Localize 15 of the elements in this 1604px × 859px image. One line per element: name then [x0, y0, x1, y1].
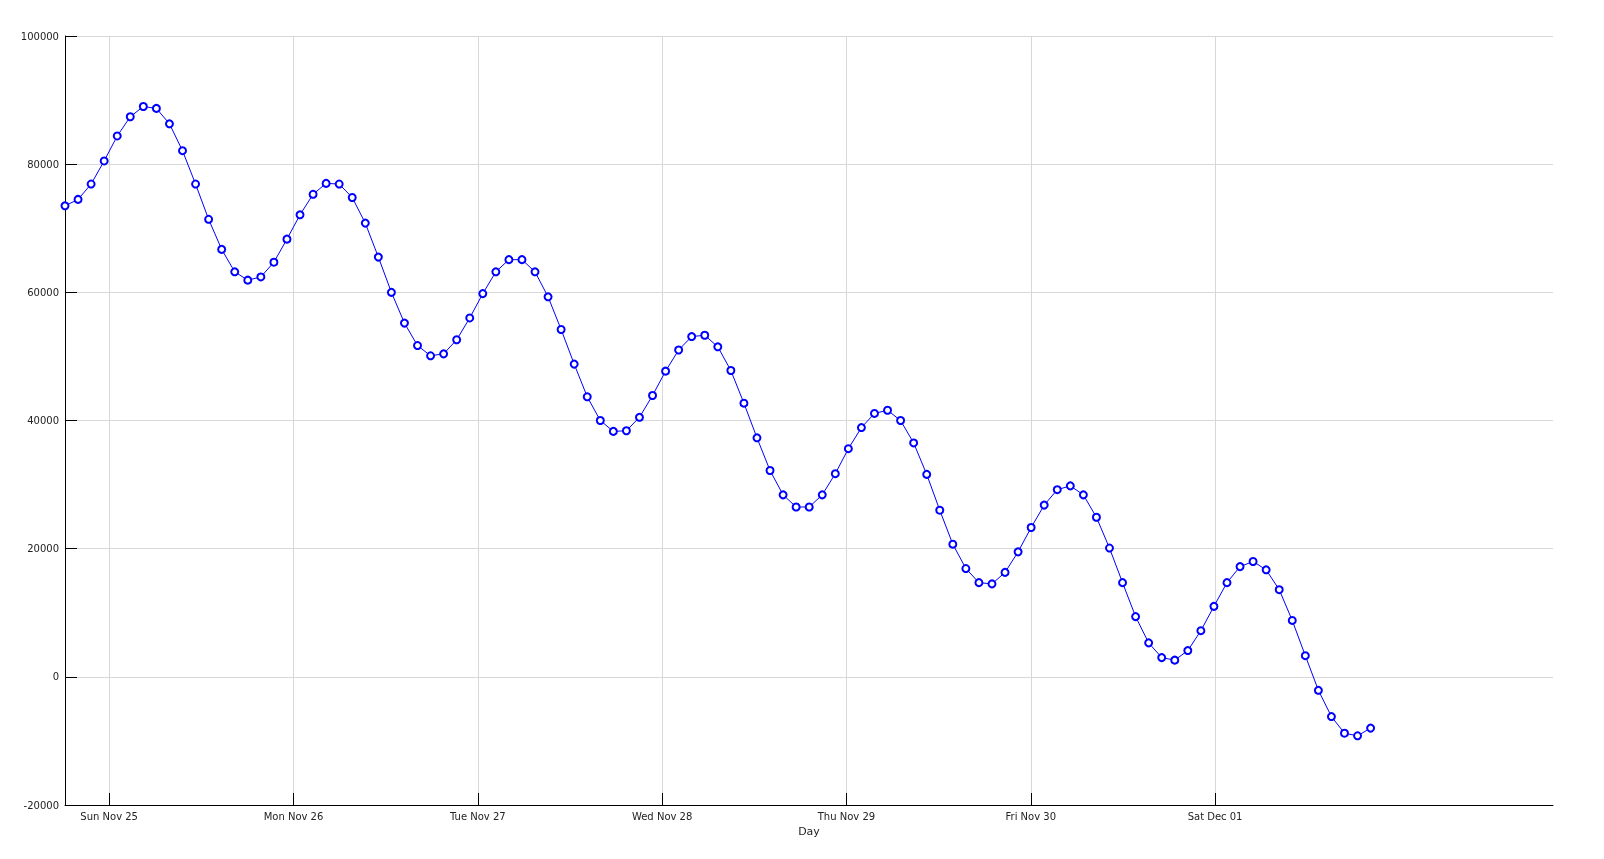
- y-tick-label: 20000: [27, 543, 59, 555]
- x-axis-title: Day: [798, 824, 821, 838]
- y-tick-label: 60000: [27, 286, 59, 298]
- x-tick-label: Sat Dec 01: [1187, 810, 1243, 822]
- x-tick-label: Wed Nov 28: [631, 810, 693, 822]
- x-tick-label: Fri Nov 30: [1005, 810, 1057, 822]
- y-tick-label: 80000: [27, 158, 59, 170]
- y-tick-label: 0: [52, 671, 59, 683]
- x-tick-label: Mon Nov 26: [263, 810, 324, 822]
- y-tick-label: 100000: [20, 30, 59, 42]
- y-tick-label: 40000: [27, 415, 59, 426]
- x-tick-label: Tue Nov 27: [448, 810, 506, 822]
- y-tick-label: -20000: [23, 799, 59, 811]
- x-tick-label: Thu Nov 29: [816, 810, 876, 822]
- x-tick-label: Sun Nov 25: [80, 810, 138, 822]
